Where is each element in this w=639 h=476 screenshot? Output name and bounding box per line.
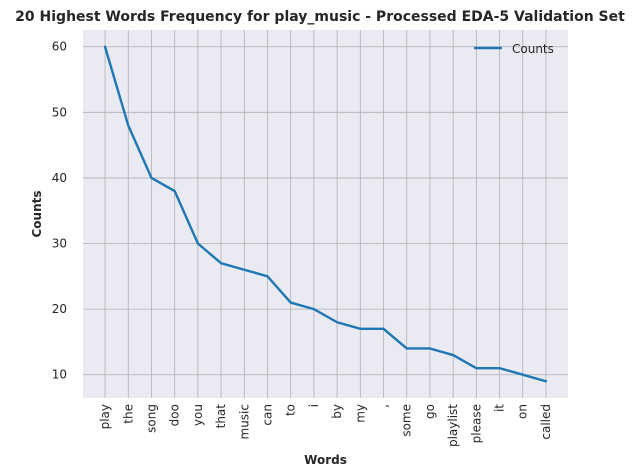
y-tick-label: 50 (52, 105, 67, 119)
x-tick-label: you (191, 404, 205, 426)
x-tick-label: , (377, 404, 391, 408)
x-tick-label: some (400, 404, 414, 437)
x-tick-label: music (237, 404, 251, 439)
y-tick-label: 10 (52, 368, 67, 382)
x-tick-label: please (469, 404, 483, 443)
y-tick-label: 30 (52, 237, 67, 251)
x-tick-label: the (121, 404, 135, 424)
x-tick-label: song (144, 404, 158, 433)
series-line-counts (103, 45, 548, 383)
y-tick-label: 20 (52, 302, 67, 316)
x-tick-label: i (307, 404, 321, 407)
y-tick-label: 40 (52, 171, 67, 185)
y-axis-ticks: 10 20 30 40 50 60 (52, 40, 67, 382)
x-tick-label: called (539, 404, 553, 440)
x-tick-label: my (353, 404, 367, 423)
grid-lines (83, 30, 568, 398)
x-tick-label: doo (168, 404, 182, 426)
legend-label-counts: Counts (512, 42, 554, 56)
x-tick-label: playlist (446, 404, 460, 447)
x-axis-ticks: play the song doo you that music can to i by my, som… (98, 404, 553, 447)
chart-title: 20 Highest Words Frequency for play_musi… (15, 9, 625, 25)
x-tick-label: to (284, 404, 298, 416)
legend: Counts (474, 42, 554, 56)
x-tick-label: go (423, 404, 437, 419)
x-tick-label: it (493, 404, 507, 412)
x-tick-label: can (260, 404, 274, 426)
plot-area (83, 30, 568, 398)
x-tick-label: by (330, 404, 344, 419)
x-tick-label: play (98, 404, 112, 429)
y-axis-label: Counts (30, 190, 44, 237)
x-axis-label: Words (304, 453, 347, 467)
x-tick-label: on (516, 404, 530, 419)
y-tick-label: 60 (52, 40, 67, 54)
x-tick-label: that (214, 404, 228, 429)
